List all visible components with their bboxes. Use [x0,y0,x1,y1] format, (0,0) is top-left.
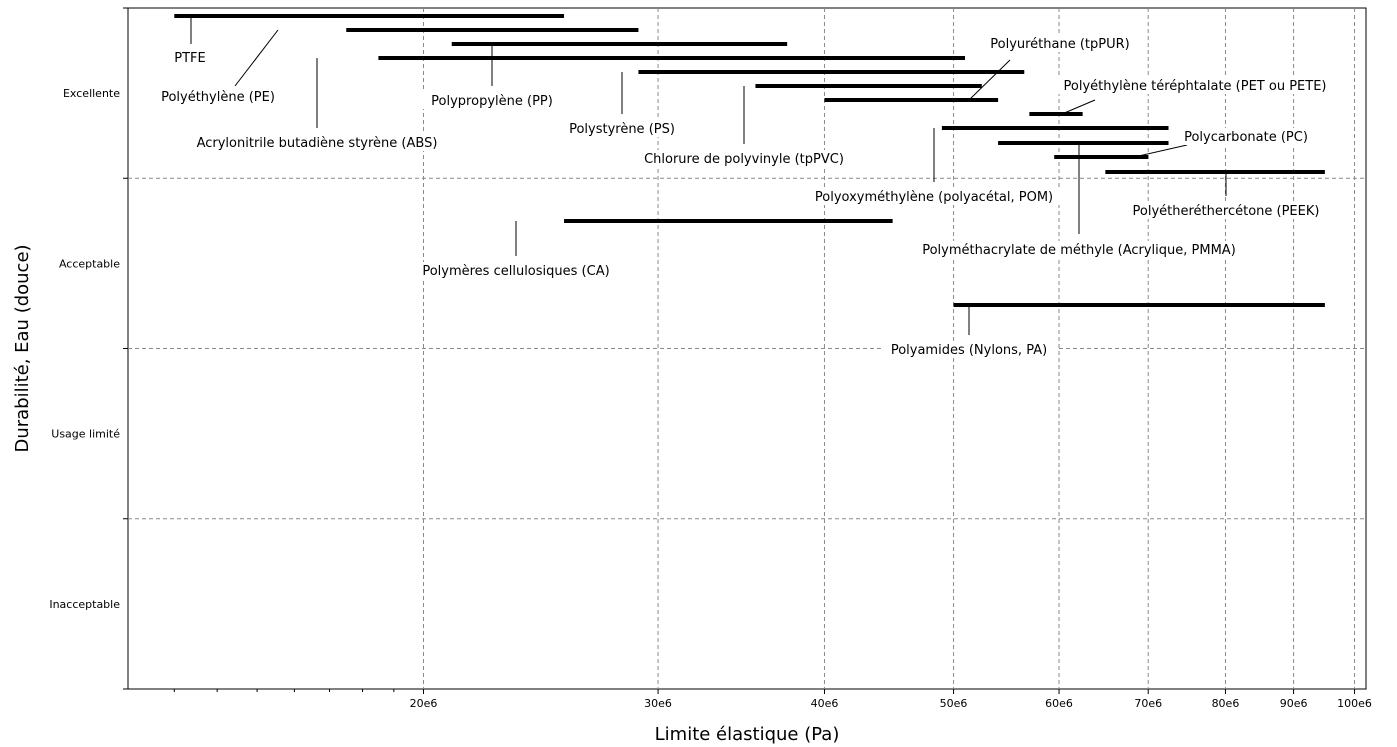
series-label: Polyétheréthercétone (PEEK) [1133,204,1320,219]
label-background [880,341,1058,358]
label-background [152,88,284,105]
x-tick-label: 80e6 [1212,697,1240,710]
label-background [909,241,1249,258]
x-tick-label: 50e6 [940,697,968,710]
y-category-label: Inacceptable [49,598,120,611]
series-label: Polystyrène (PS) [569,122,675,137]
series-label: Acrylonitrile butadiène styrène (ABS) [197,136,438,151]
series-label: Polycarbonate (PC) [1184,130,1308,145]
series-label: Polyéthylène (PE) [161,90,275,105]
series-label: Polyuréthane (tpPUR) [990,37,1129,52]
series-label: Polyéthylène téréphtalate (PET ou PETE) [1064,79,1327,94]
series-label: Polypropylène (PP) [431,94,553,109]
x-tick-label: 90e6 [1280,697,1308,710]
x-tick-label: 40e6 [811,697,839,710]
label-background [805,188,1063,205]
label-leader [1133,144,1188,158]
label-background [559,120,685,137]
label-background [177,134,457,151]
series-label: Chlorure de polyvinyle (tpPVC) [644,152,844,167]
y-category-label: Excellente [63,87,120,100]
x-tick-label: 70e6 [1134,697,1162,710]
series-label: Polyamides (Nylons, PA) [891,343,1047,358]
label-background [409,262,623,279]
y-category-label: Acceptable [59,257,120,270]
series-label: Polyoxyméthylène (polyacétal, POM) [815,190,1053,205]
x-tick-label: 20e6 [410,697,438,710]
series-label: Polymères cellulosiques (CA) [422,264,609,279]
x-tick-label: 60e6 [1045,697,1073,710]
label-background [630,150,858,167]
y-axis-title: Durabilité, Eau (douce) [12,244,33,452]
label-background [172,49,208,66]
y-category-label: Usage limité [51,428,120,441]
x-tick-label: 30e6 [644,697,672,710]
label-leader [234,29,279,87]
x-tick-label: 100e6 [1337,697,1372,710]
label-background [1047,77,1343,94]
label-background [1176,128,1316,145]
series-label: PTFE [174,51,205,66]
series-label: Polyméthacrylate de méthyle (Acrylique, … [922,243,1236,258]
label-leader [1061,99,1096,115]
label-leader [968,59,1011,101]
label-background [1123,202,1329,219]
label-background [983,35,1137,52]
x-axis-title: Limite élastique (Pa) [655,724,840,745]
label-background [422,92,562,109]
